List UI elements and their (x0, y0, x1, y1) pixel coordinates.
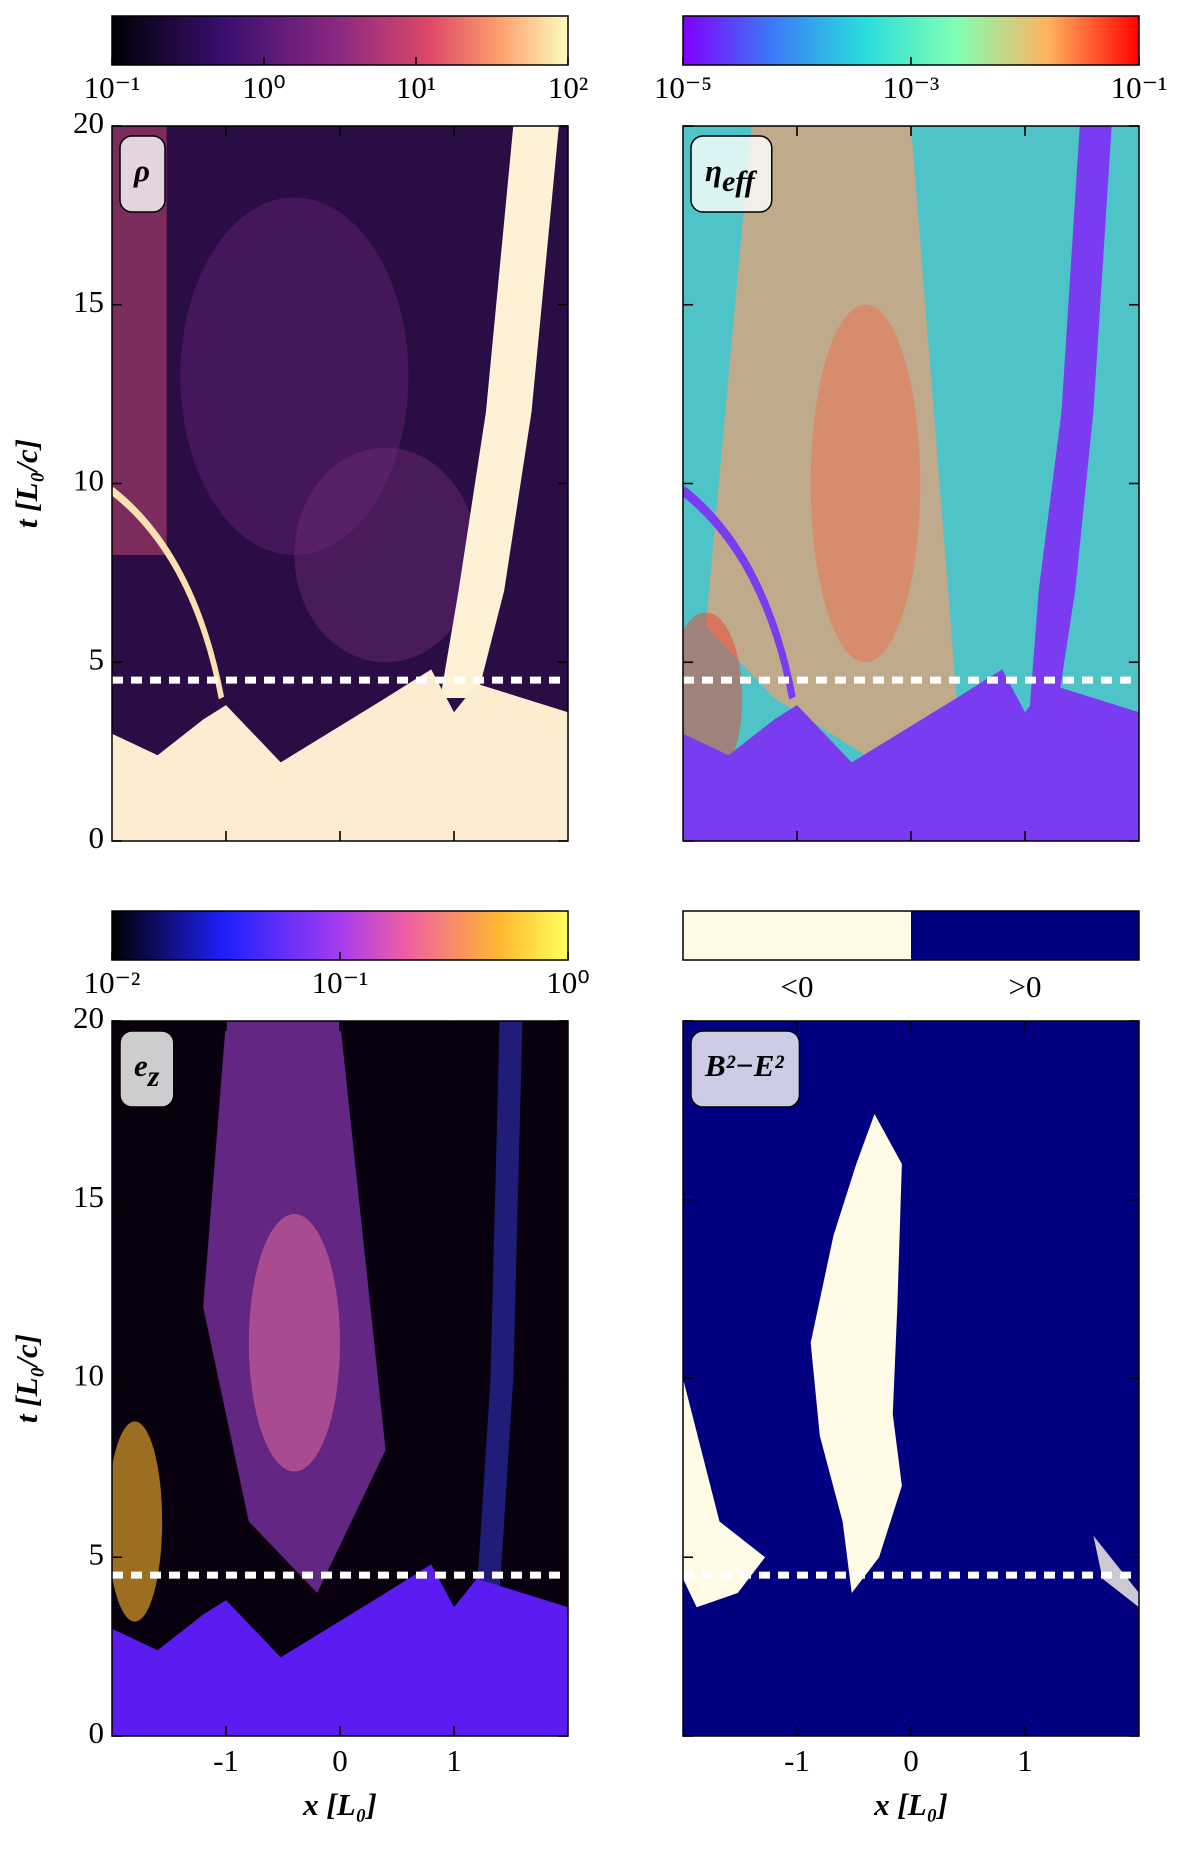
field-b2e2 (683, 1021, 1139, 1736)
panel-label: ρ (133, 153, 150, 188)
colorbar-tick-label: 10⁰ (546, 965, 589, 1000)
panel-label-symbol: e (134, 1048, 148, 1083)
colorbar (112, 16, 568, 65)
x-tick-label: 1 (446, 1743, 462, 1778)
colorbar-tick-label: 10¹ (396, 70, 436, 105)
colorbar-label: <0 (781, 969, 814, 1004)
y-tick-label: 10 (73, 463, 104, 498)
y-axis-label: t [L₀/c] (9, 1334, 44, 1423)
colorbar-tick-label: 10⁻¹ (1111, 70, 1168, 105)
colorbar-frame (111, 15, 569, 66)
y-axis-label: t [L₀/c] (9, 439, 44, 528)
colorbar-tick-label: 10⁻¹ (84, 70, 141, 105)
colorbar-swatch (683, 911, 911, 960)
colorbar-tick-label: 10⁰ (242, 70, 285, 105)
x-tick-label: 0 (332, 1743, 348, 1778)
colorbar-frame (682, 15, 1140, 66)
field-ez (112, 1021, 568, 1736)
panel-label-symbol: η (705, 153, 722, 188)
y-tick-label: 15 (73, 1179, 104, 1214)
y-tick-label: 0 (89, 820, 105, 855)
colorbar-swatch (911, 911, 1139, 960)
x-tick-label: 0 (903, 1743, 919, 1778)
colorbar-tick-label: 10⁻¹ (312, 965, 369, 1000)
panel-label-subscript: eff (722, 165, 758, 198)
colorbar (112, 911, 568, 960)
colorbar (683, 16, 1139, 65)
panel-label: ez (134, 1048, 160, 1093)
panel-label-box (119, 1030, 175, 1108)
y-tick-label: 15 (73, 284, 104, 319)
y-tick-label: 20 (73, 105, 104, 140)
colorbar-label: >0 (1009, 969, 1042, 1004)
x-axis-label: x [L₀] (302, 1787, 377, 1822)
x-tick-label: -1 (784, 1743, 810, 1778)
colorbar-frame (682, 910, 1140, 961)
y-tick-label: 20 (73, 1000, 104, 1035)
y-tick-label: 5 (89, 641, 105, 676)
colorbar-frame (111, 910, 569, 961)
field-eta (683, 126, 1139, 841)
y-tick-label: 0 (89, 1715, 105, 1750)
x-tick-label: 1 (1017, 1743, 1033, 1778)
colorbar-tick-label: 10² (548, 70, 588, 105)
x-axis-label: x [L₀] (873, 1787, 948, 1822)
panel-label: B²−E² (704, 1048, 784, 1083)
colorbar-tick-label: 10⁻² (84, 965, 141, 1000)
x-tick-label: -1 (213, 1743, 239, 1778)
colorbar-tick-label: 10⁻³ (883, 70, 940, 105)
panel-label: ηeff (705, 153, 758, 198)
panel-label-box (119, 135, 166, 213)
colorbar-tick-label: 10⁻⁵ (654, 70, 712, 105)
field-rho (112, 126, 568, 841)
y-tick-label: 5 (89, 1536, 105, 1571)
y-tick-label: 10 (73, 1358, 104, 1393)
panel-label-box (690, 1030, 801, 1108)
panel-label-subscript: z (147, 1060, 160, 1093)
panel-label-box (690, 135, 773, 213)
